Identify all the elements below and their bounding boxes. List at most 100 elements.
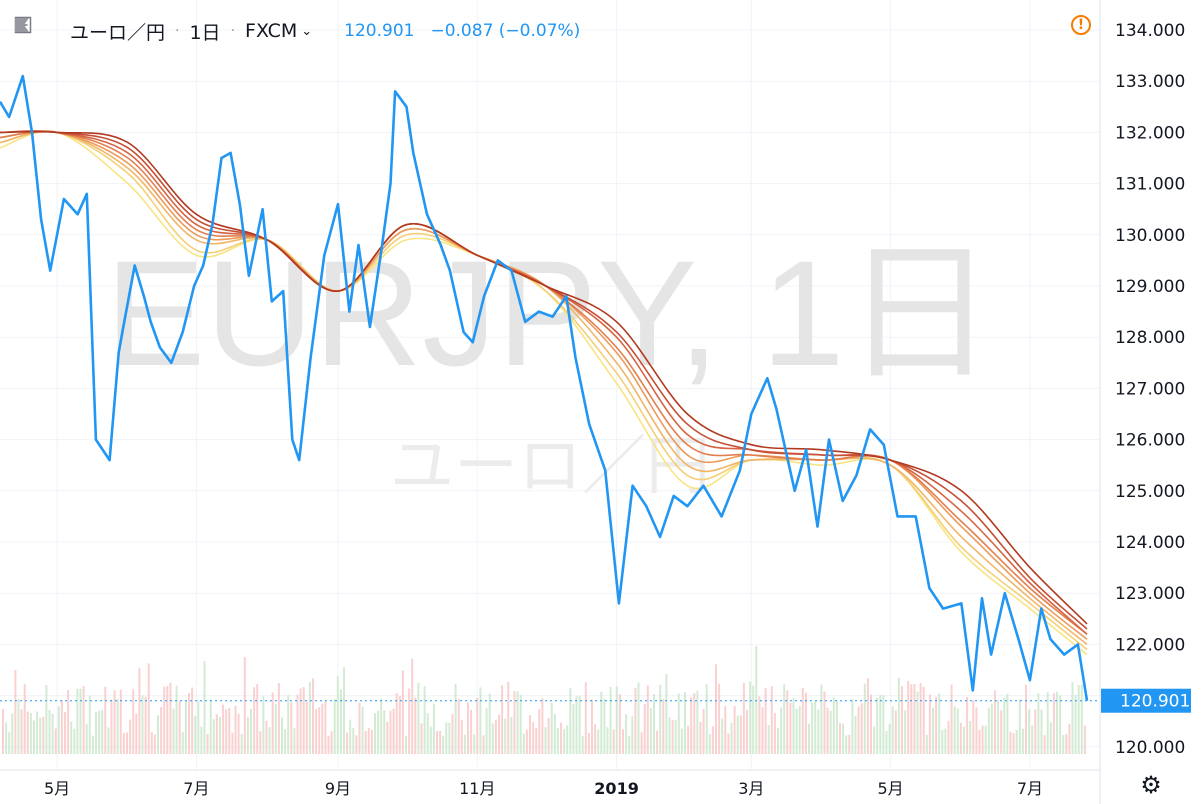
volume-bar (783, 684, 786, 754)
volume-bar (981, 725, 984, 754)
volume-bar (1077, 685, 1080, 754)
volume-bar (801, 688, 804, 754)
volume-bar (550, 702, 553, 754)
volume-bar (656, 730, 659, 754)
volume-bar (910, 684, 913, 754)
volume-bar (873, 726, 876, 754)
volume-bar (5, 722, 8, 754)
volume-bar (733, 706, 736, 754)
volume-bar (330, 731, 333, 754)
volume-bar (913, 684, 916, 754)
volume-bar (1049, 722, 1052, 754)
volume-bar (95, 711, 97, 754)
volume-bar (578, 696, 581, 754)
watermark-title: EURJPY, 1日 (105, 229, 994, 397)
volume-bar (839, 723, 841, 754)
volume-bar (699, 722, 702, 754)
volume-bar (429, 726, 432, 754)
volume-bar (119, 689, 122, 754)
volume-bar (1015, 730, 1018, 754)
volume-bar (1043, 735, 1046, 754)
volume-bar (671, 719, 674, 754)
volume-bar (857, 706, 860, 754)
last-price: 120.901 (344, 21, 415, 41)
volume-bar (730, 722, 733, 754)
volume-bar (569, 688, 572, 754)
volume-bar (57, 706, 60, 754)
volume-bar (711, 726, 714, 754)
volume-bar (60, 700, 63, 754)
volume-bar (556, 727, 559, 754)
volume-bar (680, 728, 683, 754)
alert-icon[interactable]: ! (1071, 15, 1091, 35)
interval-selector[interactable]: 1日 (189, 21, 221, 44)
volume-bar (64, 711, 66, 754)
volume-bar (603, 698, 606, 754)
volume-bar (126, 732, 128, 754)
volume-bar (439, 731, 442, 754)
volume-bar (355, 735, 358, 754)
volume-bar (408, 688, 411, 754)
volume-bar (132, 689, 135, 754)
volume-bar (715, 664, 717, 754)
symbol-name[interactable]: ユーロ／円 (70, 21, 166, 44)
volume-bar (739, 715, 742, 754)
volume-bar (281, 717, 283, 754)
volume-bar (237, 713, 240, 754)
volume-bar (321, 703, 324, 754)
volume-bar (1083, 725, 1086, 754)
volume-bar (851, 699, 854, 754)
volume-bar (451, 714, 454, 754)
volume-bar (150, 732, 153, 754)
volume-bar (649, 708, 652, 754)
volume-bar (234, 705, 237, 754)
volume-bar (101, 710, 104, 754)
source-selector[interactable]: FXCM ⌄ (245, 20, 312, 42)
volume-bar (460, 719, 463, 754)
volume-bar (795, 708, 798, 754)
y-tick-label: 125.000 (1115, 482, 1185, 502)
volume-bar (467, 702, 469, 754)
volume-bar (308, 682, 311, 754)
volume-bar (538, 709, 541, 754)
volume-bar (166, 686, 169, 754)
volume-bar (116, 699, 119, 754)
volume-bar (405, 736, 407, 754)
separator: · (230, 23, 236, 39)
last-price-label: 120.901 (1101, 688, 1191, 713)
volume-bar (284, 729, 287, 754)
volume-bar (640, 732, 643, 754)
volume-bar (482, 735, 485, 754)
volume-bar (798, 706, 801, 754)
gear-icon[interactable]: ⚙ (1140, 771, 1162, 799)
volume-bar (922, 686, 925, 754)
volume-bar (597, 729, 600, 754)
volume-bar (411, 658, 414, 754)
volume-bar (197, 699, 200, 754)
volume-bar (525, 729, 528, 754)
volume-bar (674, 719, 677, 754)
volume-bar (181, 731, 184, 754)
volume-bar (296, 694, 299, 754)
volume-bar (104, 686, 107, 754)
volume-bar (268, 727, 271, 754)
source-label: FXCM (245, 20, 298, 42)
volume-bar (1021, 728, 1024, 754)
volume-bar (696, 690, 699, 754)
volume-bar (287, 695, 290, 754)
volume-bar (417, 682, 420, 754)
volume-bar (1018, 699, 1021, 754)
volume-bar (925, 734, 928, 754)
volume-bar (746, 709, 748, 754)
volume-bar (293, 728, 296, 754)
volume-bar (519, 694, 522, 754)
chevron-down-icon: ⌄ (301, 23, 313, 39)
volume-bar (1074, 694, 1077, 754)
x-tick-label: 7月 (1017, 779, 1043, 798)
volume-bar (944, 728, 947, 754)
volume-bar (684, 692, 686, 754)
volume-bar (808, 723, 810, 754)
volume-bar (587, 732, 590, 754)
volume-bar (113, 690, 116, 754)
